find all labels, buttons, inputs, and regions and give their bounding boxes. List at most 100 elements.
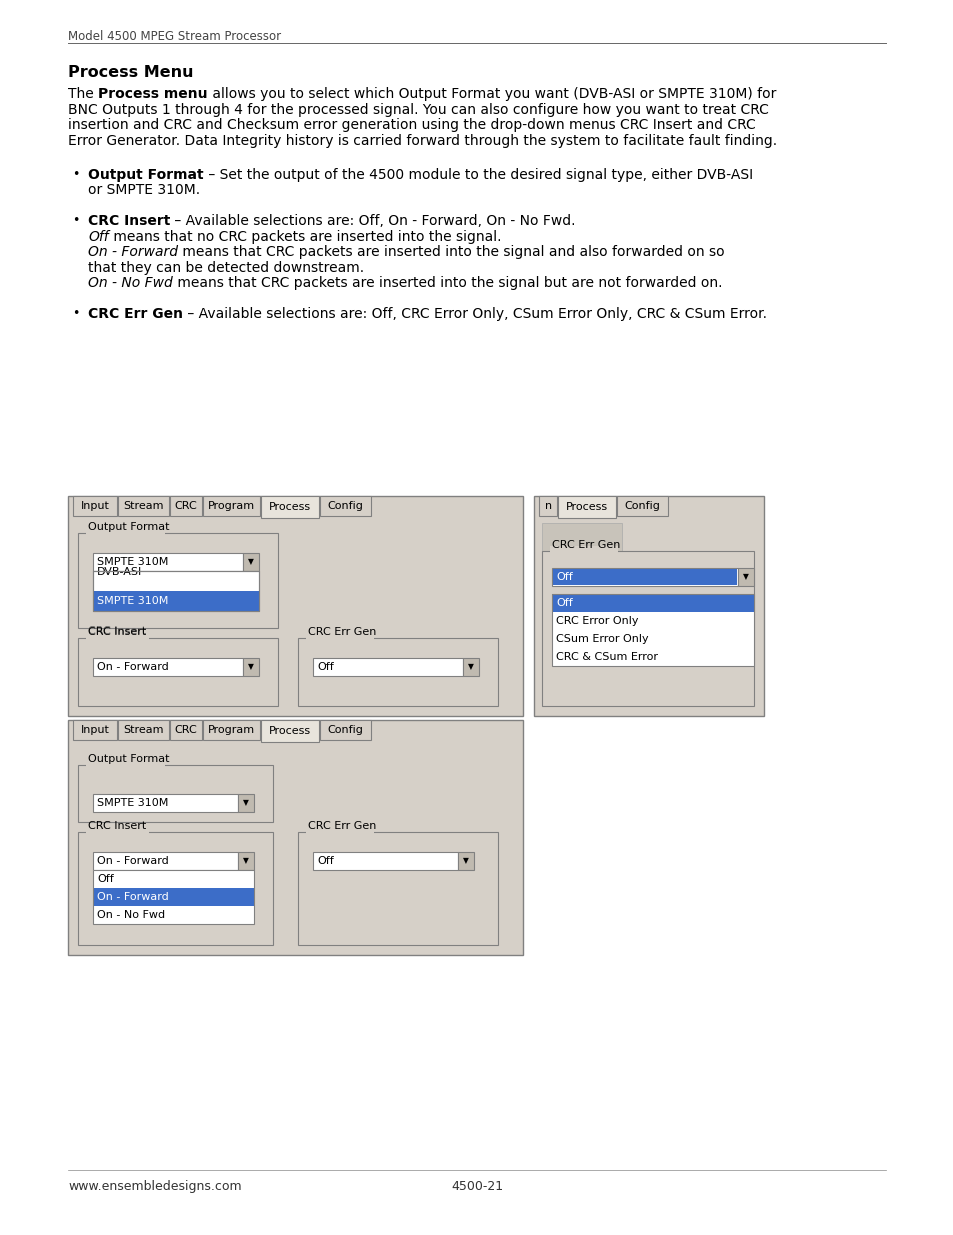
Text: ▼: ▼: [462, 857, 469, 866]
Text: On - No Fwd: On - No Fwd: [97, 910, 165, 920]
Text: Process: Process: [565, 501, 608, 513]
Text: that they can be detected downstream.: that they can be detected downstream.: [88, 261, 364, 274]
Text: 4500-21: 4500-21: [451, 1179, 502, 1193]
Text: CRC Err Gen: CRC Err Gen: [308, 627, 376, 637]
Text: CRC Insert: CRC Insert: [88, 627, 146, 637]
Bar: [319, 720, 371, 740]
Text: •: •: [71, 308, 79, 320]
Bar: [92, 571, 258, 611]
Bar: [78, 764, 273, 823]
Bar: [171, 720, 202, 740]
Text: – Available selections are: Off, On - Forward, On - No Fwd.: – Available selections are: Off, On - Fo…: [171, 214, 576, 228]
Bar: [462, 658, 478, 676]
Text: •: •: [71, 214, 79, 227]
Bar: [553, 569, 737, 585]
Bar: [118, 496, 170, 516]
Text: or SMPTE 310M.: or SMPTE 310M.: [88, 183, 200, 198]
Bar: [552, 630, 753, 648]
Text: Stream: Stream: [124, 501, 164, 511]
Bar: [306, 827, 375, 837]
Bar: [92, 553, 243, 571]
Bar: [92, 888, 253, 906]
Bar: [118, 720, 170, 740]
Text: Stream: Stream: [124, 725, 164, 735]
Text: Off: Off: [316, 662, 334, 672]
Bar: [552, 568, 738, 585]
Bar: [297, 832, 497, 945]
Text: BNC Outputs 1 through 4 for the processed signal. You can also configure how you: BNC Outputs 1 through 4 for the processe…: [68, 103, 768, 116]
Text: CSum Error Only: CSum Error Only: [556, 634, 648, 643]
Bar: [171, 496, 202, 516]
Text: Process: Process: [269, 501, 311, 513]
Text: Program: Program: [208, 501, 255, 511]
Bar: [261, 720, 318, 742]
Text: SMPTE 310M: SMPTE 310M: [97, 597, 168, 606]
Text: CRC Error Only: CRC Error Only: [556, 616, 638, 626]
Text: Config: Config: [327, 501, 363, 511]
Bar: [92, 852, 237, 869]
Text: ▼: ▼: [248, 662, 253, 672]
Text: On - No Fwd: On - No Fwd: [88, 277, 172, 290]
Bar: [313, 852, 457, 869]
Text: Input: Input: [81, 501, 110, 511]
Text: means that no CRC packets are inserted into the signal.: means that no CRC packets are inserted i…: [109, 230, 500, 243]
Bar: [237, 852, 253, 869]
Text: Output Format: Output Format: [88, 168, 203, 182]
Bar: [313, 658, 462, 676]
Bar: [86, 827, 149, 837]
Text: DVB-ASI: DVB-ASI: [97, 567, 142, 577]
Bar: [534, 496, 763, 716]
Text: CRC & CSum Error: CRC & CSum Error: [556, 652, 658, 662]
Text: Process Menu: Process Menu: [68, 65, 193, 80]
Text: means that CRC packets are inserted into the signal but are not forwarded on.: means that CRC packets are inserted into…: [172, 277, 721, 290]
Bar: [558, 496, 616, 517]
Bar: [552, 594, 753, 666]
Bar: [261, 496, 318, 517]
Bar: [538, 496, 557, 516]
Text: allows you to select which Output Format you want (DVB-ASI or SMPTE 310M) for: allows you to select which Output Format…: [208, 86, 775, 101]
Text: ▼: ▼: [243, 799, 249, 808]
Bar: [243, 658, 258, 676]
Bar: [78, 638, 277, 706]
Bar: [550, 546, 618, 556]
Bar: [457, 852, 474, 869]
Bar: [552, 594, 753, 613]
Text: Config: Config: [624, 501, 659, 511]
Text: CRC: CRC: [174, 501, 197, 511]
Bar: [78, 534, 277, 629]
Bar: [541, 551, 753, 706]
Text: Output Format: Output Format: [88, 522, 170, 532]
Bar: [552, 648, 753, 666]
Bar: [86, 529, 165, 538]
Bar: [617, 496, 667, 516]
Text: Output Format: Output Format: [88, 755, 170, 764]
Text: ▼: ▼: [248, 557, 253, 567]
Bar: [552, 613, 753, 630]
Text: CRC: CRC: [174, 725, 197, 735]
Text: On - Forward: On - Forward: [97, 892, 169, 902]
Text: CRC Insert: CRC Insert: [88, 821, 146, 831]
Text: Process menu: Process menu: [98, 86, 208, 101]
Text: ▼: ▼: [742, 573, 748, 582]
Text: CRC Insert: CRC Insert: [88, 214, 171, 228]
Text: CRC Err Gen: CRC Err Gen: [88, 308, 183, 321]
Text: Program: Program: [208, 725, 255, 735]
Bar: [203, 720, 260, 740]
Text: CRC Insert: CRC Insert: [88, 626, 146, 636]
Text: Off: Off: [556, 598, 572, 608]
Text: insertion and CRC and Checksum error generation using the drop-down menus CRC In: insertion and CRC and Checksum error gen…: [68, 119, 755, 132]
Text: – Available selections are: Off, CRC Error Only, CSum Error Only, CRC & CSum Err: – Available selections are: Off, CRC Err…: [183, 308, 766, 321]
Bar: [86, 634, 149, 643]
Text: Process: Process: [269, 726, 311, 736]
Text: The: The: [68, 86, 98, 101]
Text: Off: Off: [88, 230, 109, 243]
Bar: [92, 571, 258, 611]
Text: Off: Off: [556, 572, 572, 582]
Bar: [319, 496, 371, 516]
Bar: [738, 568, 753, 585]
Text: •: •: [71, 168, 79, 180]
Text: On - Forward: On - Forward: [88, 245, 178, 259]
Text: www.ensembledesigns.com: www.ensembledesigns.com: [68, 1179, 241, 1193]
Text: ▼: ▼: [468, 662, 474, 672]
Bar: [92, 869, 253, 888]
